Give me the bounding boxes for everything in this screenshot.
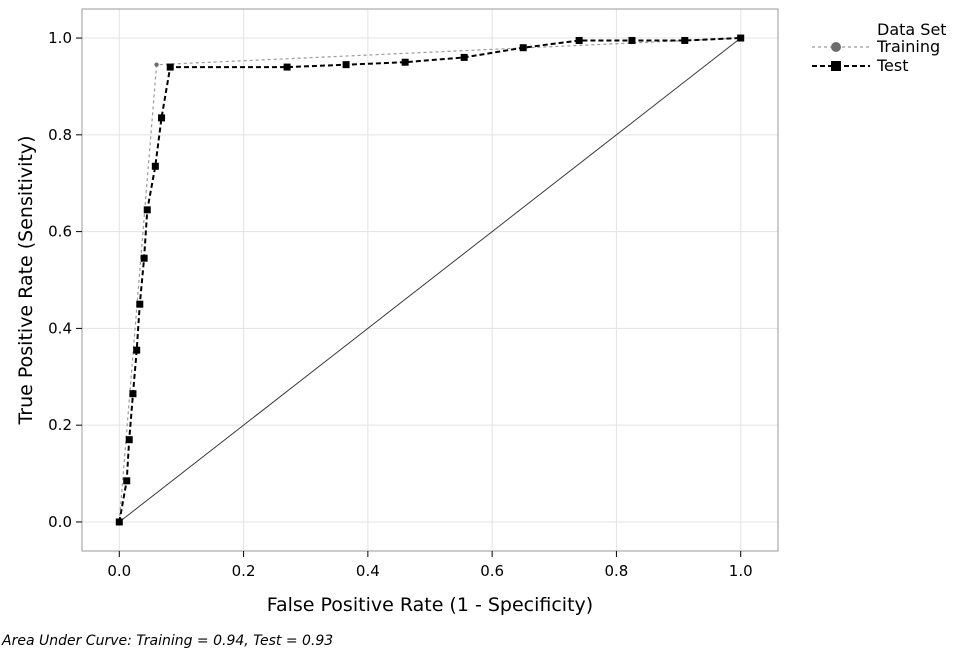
y-tick-label: 0.2 [48,416,72,434]
x-tick-label: 0.0 [107,562,131,580]
data-point [125,436,133,444]
legend-item-test: Test [812,56,909,75]
series-layer [115,34,745,526]
legend-marker-icon [831,61,841,71]
data-point [401,58,409,66]
data-point [628,36,636,44]
plot-frame [81,8,779,552]
data-point [133,346,141,354]
y-tick-label: 0.6 [48,223,72,241]
data-point [519,44,527,52]
auc-footnote: Area Under Curve: Training = 0.94, Test … [1,633,333,649]
data-point [460,53,468,61]
data-point [681,36,689,44]
x-tick-label: 0.2 [232,562,256,580]
data-point [158,114,166,122]
y-tick-label: 0.0 [48,513,72,531]
legend-title: Data Set [877,20,947,39]
data-point [136,300,144,308]
data-point [166,63,174,71]
gridlines [82,9,778,551]
y-tick-label: 1.0 [48,29,72,47]
x-tick-label: 0.4 [356,562,380,580]
data-point [151,162,159,170]
reference-diagonal [118,37,742,523]
x-tick-label: 1.0 [729,562,753,580]
data-point [140,254,148,262]
axis-ticks: 0.0 0.2 0.4 0.6 0.8 1.0 0.0 0.2 0.4 0.6 0.8 1.0 [48,29,753,580]
data-point [123,477,131,485]
data-point [575,36,583,44]
x-tick-label: 0.6 [480,562,504,580]
legend-marker-icon [831,42,841,52]
data-point [342,61,350,69]
data-point [115,518,123,526]
y-axis-title: True Positive Rate (Sensitivity) [15,135,37,425]
series-test [115,34,745,526]
legend-label: Training [876,37,940,56]
y-tick-label: 0.8 [48,126,72,144]
legend-label: Test [876,56,909,75]
data-point [154,62,159,67]
data-point [737,34,745,42]
x-axis-title: False Positive Rate (1 - Specificity) [267,594,593,616]
series-line [118,37,741,523]
reference-line [118,37,742,523]
y-tick-label: 0.4 [48,319,72,337]
data-point [129,390,137,398]
data-point [143,206,151,214]
legend-item-training: Training [812,37,940,56]
x-tick-label: 0.8 [604,562,628,580]
data-point [283,63,291,71]
